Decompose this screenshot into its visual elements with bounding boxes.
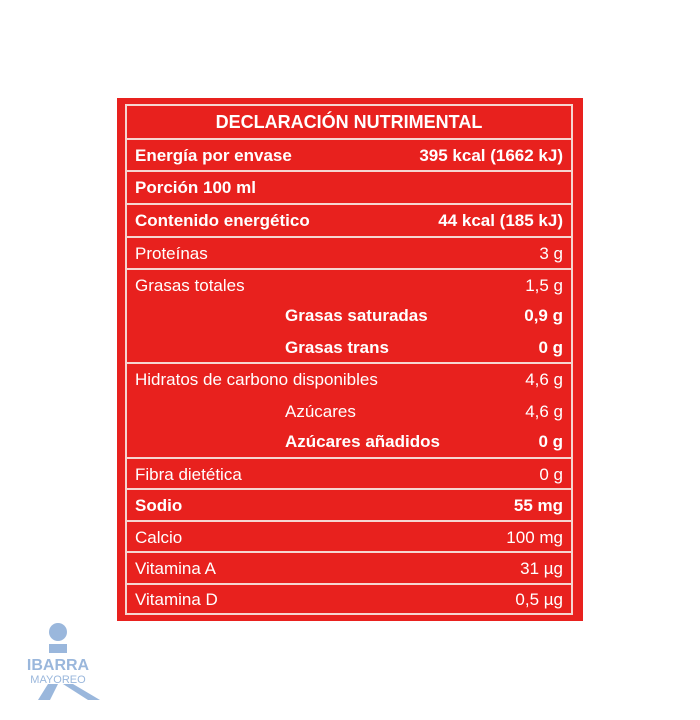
row-value: 0,5 µg — [515, 590, 563, 609]
table-row: Contenido energético 44 kcal (185 kJ) — [127, 205, 571, 238]
ibarra-mayoreo-logo: IBARRA MAYOREO — [18, 620, 102, 700]
nutrition-label: DECLARACIÓN NUTRIMENTAL Energía por enva… — [117, 98, 583, 621]
row-label: Hidratos de carbono disponibles — [135, 370, 378, 389]
row-label: Vitamina A — [135, 559, 216, 578]
row-label: Contenido energético — [135, 211, 310, 230]
row-value: 395 kcal (1662 kJ) — [419, 146, 563, 165]
row-value: 1,5 g — [525, 276, 563, 295]
row-value: 55 mg — [513, 496, 563, 515]
table-row: Calcio 100 mg — [127, 522, 571, 553]
row-value: 3 g — [539, 244, 563, 263]
row-value: 100 mg — [506, 528, 563, 547]
row-label: Energía por envase — [135, 146, 292, 165]
table-row: Sodio 55 mg — [127, 490, 571, 522]
logo-figure-icon: IBARRA MAYOREO — [27, 623, 100, 700]
table-row-group: Hidratos de carbono disponibles 4,6 g Azú… — [127, 364, 571, 459]
logo-line2: MAYOREO — [30, 674, 86, 686]
table-row: Vitamina A 31 µg — [127, 553, 571, 585]
row-label: Sodio — [135, 496, 183, 515]
row-label: Fibra dietética — [135, 465, 242, 484]
row-label: Azúcares añadidos — [285, 432, 440, 451]
row-label: Vitamina D — [135, 590, 218, 609]
row-value: 31 µg — [520, 559, 563, 578]
row-value: 0 g — [538, 338, 563, 357]
row-value: 4,6 g — [525, 402, 563, 421]
table-title-row: DECLARACIÓN NUTRIMENTAL — [127, 106, 571, 140]
row-value: 0 g — [539, 465, 563, 484]
table-row: Fibra dietética 0 g — [127, 459, 571, 490]
logo-line1: IBARRA — [27, 657, 90, 674]
table-row: Energía por envase 395 kcal (1662 kJ) — [127, 140, 571, 172]
table-row: Porción 100 ml — [127, 172, 571, 205]
nutrition-table: DECLARACIÓN NUTRIMENTAL Energía por enva… — [125, 104, 573, 615]
row-label: Calcio — [135, 528, 183, 547]
row-value: 0 g — [538, 432, 563, 451]
row-label: Grasas trans — [285, 338, 389, 357]
table-row: Proteínas 3 g — [127, 238, 571, 270]
row-value: 4,6 g — [525, 370, 563, 389]
table-row: Vitamina D 0,5 µg — [127, 585, 571, 615]
row-label: Grasas totales — [135, 276, 245, 295]
row-label: Proteínas — [135, 244, 208, 263]
row-label: Porción 100 ml — [135, 178, 256, 197]
table-row-group: Grasas totales 1,5 g Grasas saturadas 0,9 … — [127, 270, 571, 364]
table-title: DECLARACIÓN NUTRIMENTAL — [215, 112, 483, 132]
row-label: Azúcares — [285, 402, 356, 421]
row-label: Grasas saturadas — [285, 306, 428, 325]
row-value: 0,9 g — [524, 306, 563, 325]
row-value: 44 kcal (185 kJ) — [438, 211, 563, 230]
